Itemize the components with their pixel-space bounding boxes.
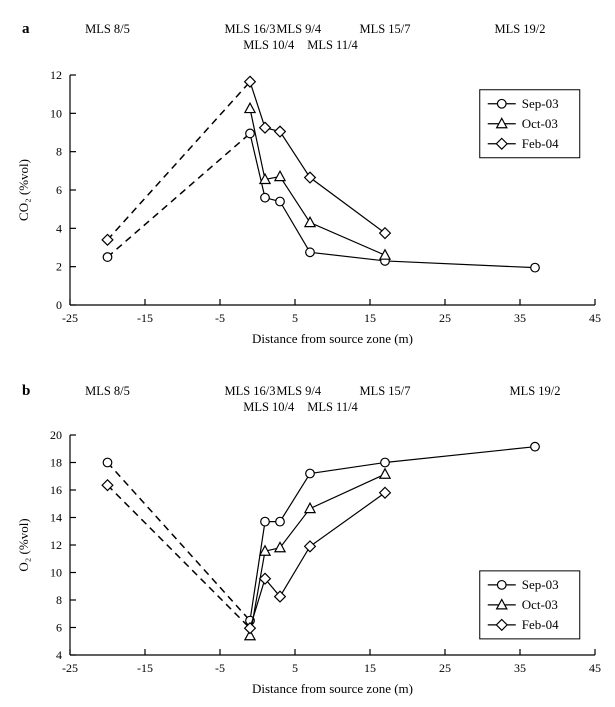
svg-text:-15: -15 bbox=[137, 661, 153, 675]
svg-text:4: 4 bbox=[56, 648, 62, 662]
svg-text:0: 0 bbox=[56, 298, 62, 312]
svg-text:10: 10 bbox=[50, 106, 62, 120]
svg-text:10: 10 bbox=[50, 566, 62, 580]
svg-text:20: 20 bbox=[50, 428, 62, 442]
svg-text:MLS 15/7: MLS 15/7 bbox=[359, 22, 410, 36]
svg-text:MLS 8/5: MLS 8/5 bbox=[85, 22, 130, 36]
svg-text:45: 45 bbox=[589, 311, 601, 325]
svg-text:12: 12 bbox=[50, 538, 62, 552]
svg-text:MLS 19/2: MLS 19/2 bbox=[509, 384, 560, 398]
svg-text:4: 4 bbox=[56, 221, 62, 235]
svg-text:35: 35 bbox=[514, 661, 526, 675]
svg-text:MLS 8/5: MLS 8/5 bbox=[85, 384, 130, 398]
svg-text:CO₂ (%vol): CO₂ (%vol) bbox=[16, 159, 31, 221]
svg-text:Feb-04: Feb-04 bbox=[522, 617, 559, 632]
svg-text:-5: -5 bbox=[215, 311, 225, 325]
svg-text:15: 15 bbox=[364, 661, 376, 675]
svg-text:45: 45 bbox=[589, 661, 601, 675]
svg-text:a: a bbox=[22, 21, 30, 37]
svg-text:O₂ (%vol): O₂ (%vol) bbox=[16, 518, 31, 571]
svg-text:5: 5 bbox=[292, 661, 298, 675]
svg-text:Sep-03: Sep-03 bbox=[522, 577, 559, 592]
svg-text:Distance from source zone (m): Distance from source zone (m) bbox=[252, 681, 413, 696]
svg-text:b: b bbox=[22, 383, 30, 399]
svg-text:MLS 11/4: MLS 11/4 bbox=[307, 400, 358, 414]
svg-text:14: 14 bbox=[50, 511, 62, 525]
svg-text:Sep-03: Sep-03 bbox=[522, 96, 559, 111]
svg-text:6: 6 bbox=[56, 183, 62, 197]
svg-text:-25: -25 bbox=[62, 311, 78, 325]
svg-text:2: 2 bbox=[56, 260, 62, 274]
svg-text:25: 25 bbox=[439, 311, 451, 325]
svg-text:5: 5 bbox=[292, 311, 298, 325]
svg-text:MLS 9/4: MLS 9/4 bbox=[276, 384, 322, 398]
svg-text:Oct-03: Oct-03 bbox=[522, 116, 558, 131]
svg-text:Feb-04: Feb-04 bbox=[522, 136, 559, 151]
svg-text:Distance from source zone (m): Distance from source zone (m) bbox=[252, 331, 413, 346]
svg-text:18: 18 bbox=[50, 456, 62, 470]
svg-text:MLS 16/3: MLS 16/3 bbox=[224, 384, 275, 398]
svg-text:Oct-03: Oct-03 bbox=[522, 597, 558, 612]
svg-text:-15: -15 bbox=[137, 311, 153, 325]
svg-text:MLS 16/3: MLS 16/3 bbox=[224, 22, 275, 36]
svg-text:MLS 19/2: MLS 19/2 bbox=[494, 22, 545, 36]
svg-text:15: 15 bbox=[364, 311, 376, 325]
svg-text:35: 35 bbox=[514, 311, 526, 325]
svg-text:MLS 9/4: MLS 9/4 bbox=[276, 22, 322, 36]
svg-text:MLS 15/7: MLS 15/7 bbox=[359, 384, 410, 398]
svg-text:-25: -25 bbox=[62, 661, 78, 675]
svg-text:MLS 11/4: MLS 11/4 bbox=[307, 38, 358, 52]
svg-text:-5: -5 bbox=[215, 661, 225, 675]
svg-text:MLS 10/4: MLS 10/4 bbox=[243, 400, 295, 414]
svg-text:16: 16 bbox=[50, 483, 62, 497]
svg-text:6: 6 bbox=[56, 621, 62, 635]
svg-text:12: 12 bbox=[50, 68, 62, 82]
svg-text:8: 8 bbox=[56, 593, 62, 607]
dual-panel-chart: -25-15-5515253545024681012Distance from … bbox=[0, 0, 615, 707]
svg-text:8: 8 bbox=[56, 145, 62, 159]
svg-text:MLS 10/4: MLS 10/4 bbox=[243, 38, 295, 52]
svg-text:25: 25 bbox=[439, 661, 451, 675]
